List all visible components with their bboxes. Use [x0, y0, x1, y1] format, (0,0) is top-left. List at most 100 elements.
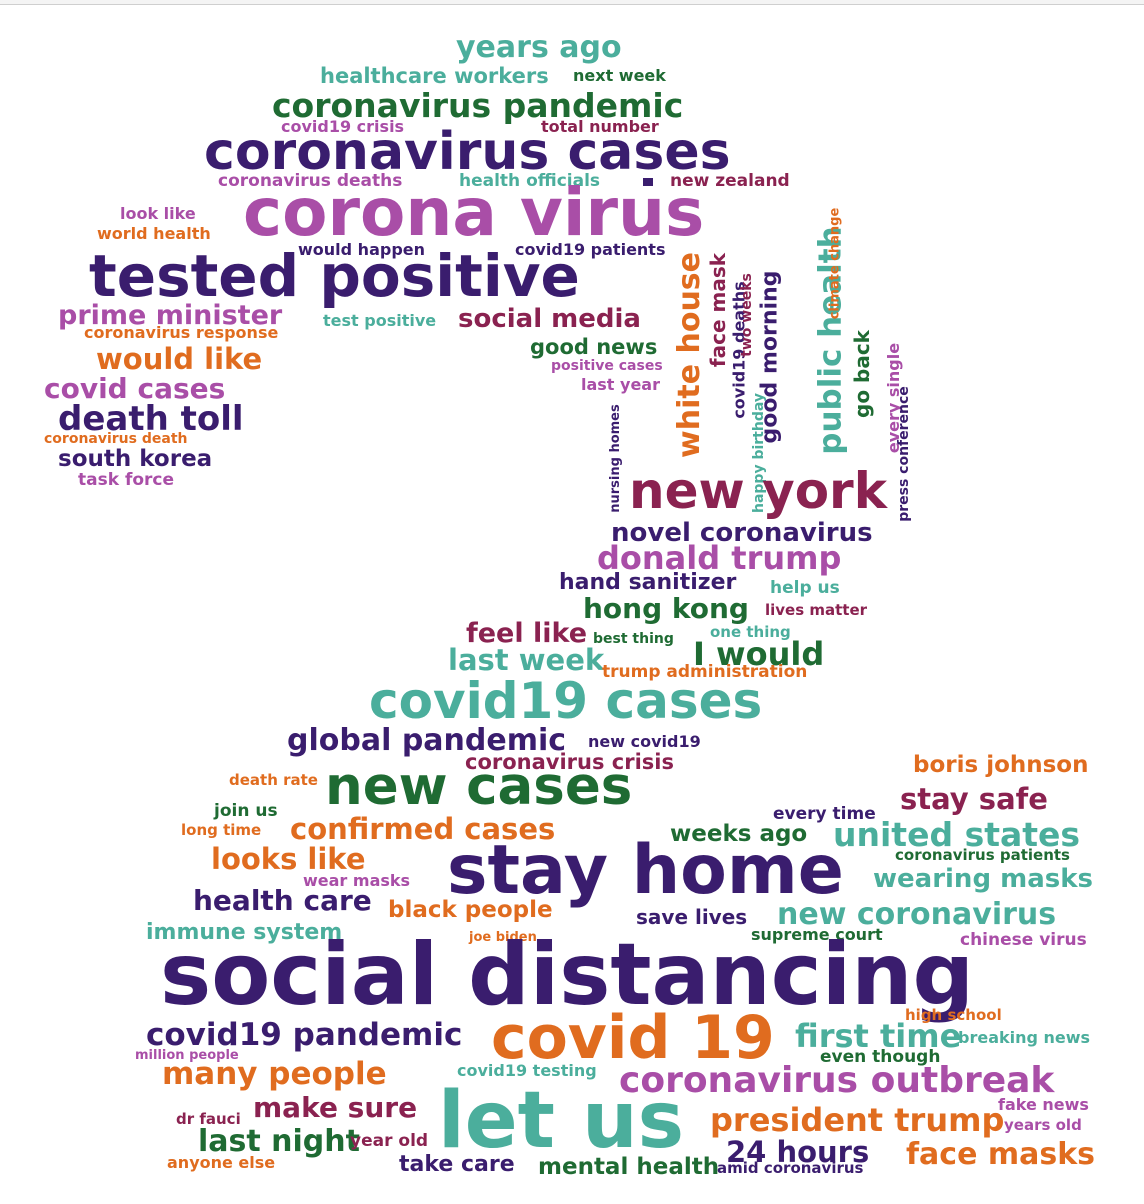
word: south korea	[58, 446, 213, 472]
word: novel coronavirus	[611, 518, 873, 548]
word: look like	[120, 204, 196, 223]
word: high school	[905, 1006, 1002, 1024]
word: long time	[181, 821, 262, 839]
word: coronavirus deaths	[218, 171, 403, 191]
word: new zealand	[670, 171, 790, 191]
word: united states	[833, 815, 1081, 854]
word: year old	[350, 1131, 429, 1151]
word: years old	[1004, 1116, 1082, 1134]
word: hong kong	[583, 592, 749, 625]
word: mental health	[538, 1154, 720, 1180]
word: last week	[448, 643, 605, 677]
word: health care	[193, 884, 372, 917]
word: death toll	[58, 399, 244, 439]
word: make sure	[253, 1091, 418, 1124]
word: good news	[530, 335, 658, 359]
word: trump administration	[602, 662, 808, 682]
word: last night	[198, 1124, 360, 1159]
word: new covid19	[588, 732, 701, 751]
word: take care	[399, 1152, 515, 1177]
word: donald trump	[597, 539, 842, 577]
word: covid19 pandemic	[146, 1017, 463, 1053]
word: join us	[214, 801, 278, 821]
word: covid19 crisis	[281, 117, 405, 136]
window-top-edge	[0, 0, 1144, 5]
word: go back	[850, 330, 874, 418]
word: coronavirus cases	[204, 122, 731, 182]
word: first time	[795, 1017, 962, 1055]
word: looks like	[211, 842, 366, 876]
word: new cases	[325, 756, 633, 817]
word: 24 hours	[726, 1135, 870, 1169]
word: covid19 testing	[457, 1061, 597, 1080]
word: coronavirus crisis	[465, 750, 674, 774]
word: death rate	[229, 771, 318, 789]
word: two weeks	[738, 273, 755, 357]
word: new york	[629, 462, 887, 520]
word: every time	[773, 804, 876, 824]
word: supreme court	[751, 925, 883, 944]
marker-square	[643, 178, 653, 186]
word: new coronavirus	[777, 897, 1057, 932]
word: many people	[162, 1056, 387, 1092]
word: confirmed cases	[290, 812, 556, 846]
word: chinese virus	[960, 930, 1087, 950]
word: coronavirus pandemic	[272, 86, 684, 125]
word: white house	[672, 251, 708, 459]
word: prime minister	[58, 300, 283, 331]
word: anyone else	[167, 1153, 276, 1172]
word: wear masks	[303, 871, 411, 890]
word: joe biden	[469, 930, 537, 945]
word: task force	[78, 470, 175, 490]
word: next week	[573, 66, 666, 85]
word: even though	[820, 1047, 941, 1067]
word: health officials	[459, 171, 601, 191]
word: covid19 cases	[369, 672, 763, 730]
word: help us	[770, 578, 840, 598]
word: social distancing	[160, 925, 975, 1025]
word: covid cases	[44, 372, 226, 405]
word: coronavirus patients	[895, 846, 1070, 864]
word: wearing masks	[873, 864, 1093, 894]
word: amid coronavirus	[717, 1159, 864, 1177]
word: president trump	[710, 1101, 1005, 1139]
word: dr fauci	[176, 1110, 241, 1128]
word: one thing	[710, 623, 791, 641]
word: global pandemic	[287, 723, 567, 758]
word: press conference	[895, 386, 912, 522]
word: nursing homes	[607, 404, 623, 513]
word: would happen	[298, 240, 426, 259]
word: covid 19	[491, 1003, 775, 1073]
word: hand sanitizer	[559, 570, 737, 595]
word: face masks	[906, 1137, 1096, 1172]
word: last year	[581, 375, 660, 394]
word: test positive	[323, 311, 437, 330]
word: covid19 patients	[515, 240, 666, 259]
word: immune system	[146, 920, 343, 945]
word: stay home	[447, 831, 844, 910]
word: lives matter	[765, 601, 868, 619]
word: would like	[96, 342, 263, 376]
word: total number	[541, 117, 659, 136]
word: fake news	[998, 1095, 1089, 1114]
word: best thing	[593, 631, 674, 647]
word: breaking news	[958, 1028, 1091, 1047]
word: social media	[458, 304, 641, 334]
word: save lives	[636, 905, 748, 929]
word: corona virus	[243, 174, 705, 251]
word: coronavirus response	[84, 323, 279, 342]
word: boris johnson	[913, 752, 1089, 778]
word: I would	[693, 635, 825, 673]
word: healthcare workers	[320, 64, 549, 88]
word: black people	[388, 897, 553, 923]
word: million people	[135, 1048, 239, 1063]
word: stay safe	[900, 782, 1048, 816]
word: face mask	[706, 252, 731, 368]
word: climate change	[827, 207, 843, 320]
word: tested positive	[89, 242, 580, 310]
word: weeks ago	[670, 821, 808, 847]
word: coronavirus outbreak	[619, 1060, 1055, 1101]
word: world health	[97, 224, 211, 243]
word: feel like	[466, 618, 588, 649]
